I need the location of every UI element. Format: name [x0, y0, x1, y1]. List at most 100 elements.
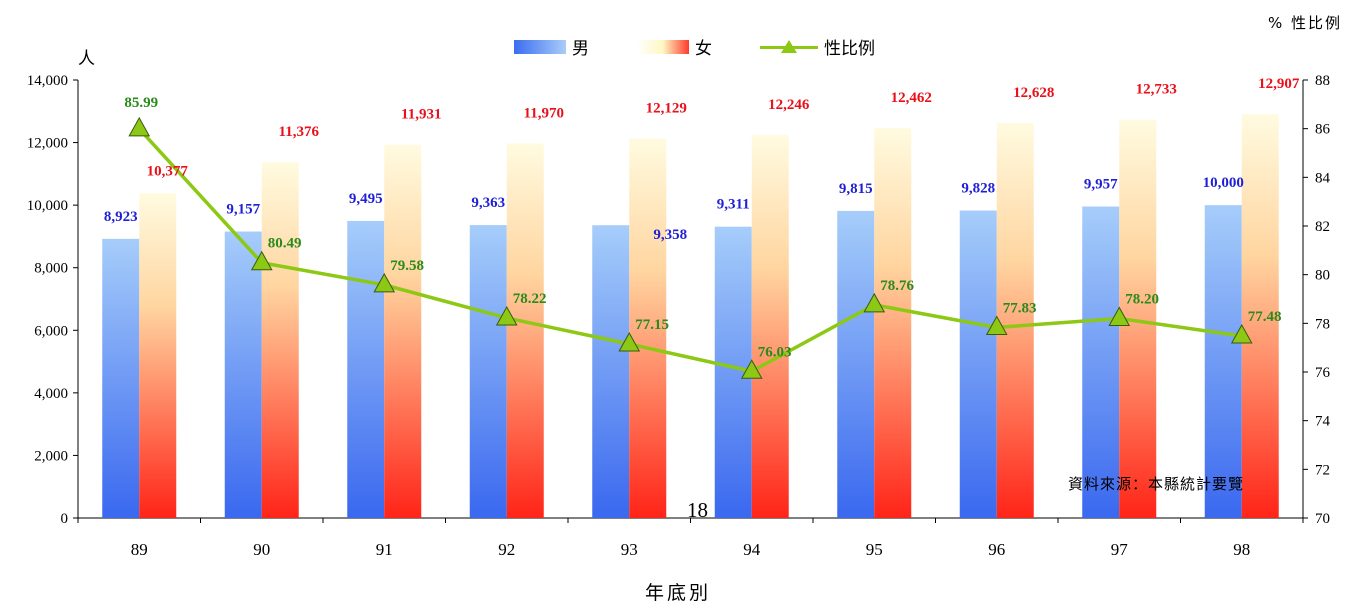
bar-female: [506, 143, 544, 518]
data-label-ratio: 77.83: [1003, 300, 1037, 316]
bar-female: [139, 193, 177, 518]
bar-female: [384, 144, 422, 518]
y-left-tick-label: 0: [61, 511, 69, 527]
x-tick-label: 94: [743, 540, 761, 559]
y-right-tick-label: 86: [1315, 122, 1331, 138]
bar-female: [874, 128, 912, 518]
bar-male: [959, 210, 997, 519]
y-left-tick-label: 10,000: [27, 198, 68, 214]
data-label-male: 10,000: [1203, 175, 1244, 191]
bar-male: [469, 225, 507, 519]
page-number: 18: [687, 498, 708, 522]
y-right-tick-label: 88: [1315, 73, 1330, 89]
bar-male: [592, 225, 630, 519]
legend-item-female: 女: [637, 34, 712, 59]
x-tick-label: 97: [1111, 540, 1129, 559]
y-right-tick-label: 84: [1315, 170, 1331, 186]
ratio-line-path: [137, 127, 1242, 374]
ratio-marker: [1108, 306, 1131, 326]
bar-male: [102, 238, 140, 518]
data-label-ratio: 76.03: [758, 344, 792, 360]
y-axis-left-label: 人: [78, 49, 95, 69]
y-axis-right-label: % 性比例: [1267, 14, 1342, 32]
data-label-female: 12,628: [1013, 85, 1054, 101]
ratio-marker: [250, 250, 273, 271]
data-label-ratio: 79.58: [390, 258, 424, 274]
data-label-female: 12,246: [768, 97, 810, 113]
bar-female: [261, 162, 299, 518]
legend-label-male: 男: [572, 39, 589, 59]
y-right-tick-label: 72: [1315, 462, 1330, 478]
legend-item-male: 男: [514, 34, 589, 59]
bar-male: [347, 220, 385, 518]
y-right-tick-label: 70: [1315, 511, 1330, 527]
bar-female: [996, 122, 1034, 518]
data-label-female: 11,931: [401, 107, 441, 123]
data-label-ratio: 80.49: [268, 236, 302, 252]
data-label-female: 11,376: [279, 124, 320, 140]
data-label-male: 9,815: [839, 181, 873, 197]
y-left-tick-label: 2,000: [34, 448, 68, 464]
bar-female: [629, 138, 667, 518]
data-labels: 8,923 9,157 9,495 9,363 9,358 9,311 9,815 9,828…: [104, 76, 1300, 360]
data-label-ratio: 85.99: [124, 95, 158, 111]
ratio-marker: [1230, 323, 1253, 344]
data-label-female: 12,129: [646, 101, 687, 117]
data-label-ratio: 77.15: [635, 317, 669, 333]
x-tick-label: 95: [866, 540, 883, 559]
ratio-marker: [863, 292, 886, 313]
x-tick-label: 91: [376, 540, 393, 559]
ratio-marker: [985, 315, 1008, 335]
data-label-female: 12,907: [1258, 76, 1300, 92]
data-label-male: 9,157: [226, 202, 260, 218]
data-label-ratio: 77.48: [1248, 309, 1282, 325]
ratio-line: [128, 116, 1253, 379]
x-tick-label: 93: [621, 540, 638, 559]
bar-male: [1204, 205, 1242, 518]
y-right-tick-label: 76: [1315, 365, 1331, 381]
bar-female: [751, 134, 789, 519]
data-label-ratio: 78.76: [880, 278, 914, 294]
legend: 男 女 性比例: [514, 34, 923, 59]
ratio-marker: [128, 116, 151, 137]
data-label-female: 11,970: [524, 106, 564, 122]
y-left-tick-label: 6,000: [34, 323, 68, 339]
ratio-marker: [495, 305, 518, 326]
legend-item-ratio: 性比例: [760, 34, 875, 59]
data-label-ratio: 78.20: [1125, 291, 1159, 307]
legend-label-ratio: 性比例: [824, 39, 875, 59]
data-label-male: 8,923: [104, 209, 138, 225]
y-right-tick-label: 74: [1315, 414, 1331, 430]
bar-male: [1082, 206, 1120, 518]
x-tick-label: 90: [253, 540, 270, 559]
ratio-marker: [740, 359, 763, 379]
x-tick-label: 98: [1233, 540, 1250, 559]
data-label-ratio: 78.22: [513, 291, 547, 307]
legend-label-female: 女: [695, 39, 712, 59]
x-tick-label: 89: [131, 540, 148, 559]
y-left-tick-label: 12,000: [27, 136, 68, 152]
data-label-male: 9,358: [653, 227, 687, 243]
legend-swatch-ratio: [760, 39, 818, 54]
ratio-marker: [373, 272, 396, 293]
y-left-tick-label: 8,000: [34, 261, 68, 277]
data-label-male: 9,311: [717, 197, 750, 213]
axes: 0 2,000 4,000 6,000 8,000 10,000 12,000 14,000 7…: [27, 73, 1331, 559]
data-label-male: 9,363: [471, 195, 505, 211]
data-label-male: 9,828: [961, 181, 995, 197]
bar-male: [224, 231, 262, 518]
y-right-tick-label: 78: [1315, 316, 1330, 332]
x-tick-label: 96: [988, 540, 1005, 559]
y-left-tick-label: 4,000: [34, 386, 68, 402]
source-note: 資料來源：本縣統計要覽: [1068, 475, 1245, 493]
x-tick-label: 92: [498, 540, 515, 559]
legend-swatch-male: [514, 39, 566, 54]
y-left-tick-label: 14,000: [27, 73, 68, 89]
bar-female: [1241, 114, 1279, 518]
data-label-male: 9,957: [1084, 176, 1118, 192]
bars: [102, 114, 1279, 519]
data-label-female: 10,377: [147, 163, 189, 179]
x-axis-label: 年底別: [644, 582, 711, 604]
data-label-male: 9,495: [349, 191, 383, 207]
